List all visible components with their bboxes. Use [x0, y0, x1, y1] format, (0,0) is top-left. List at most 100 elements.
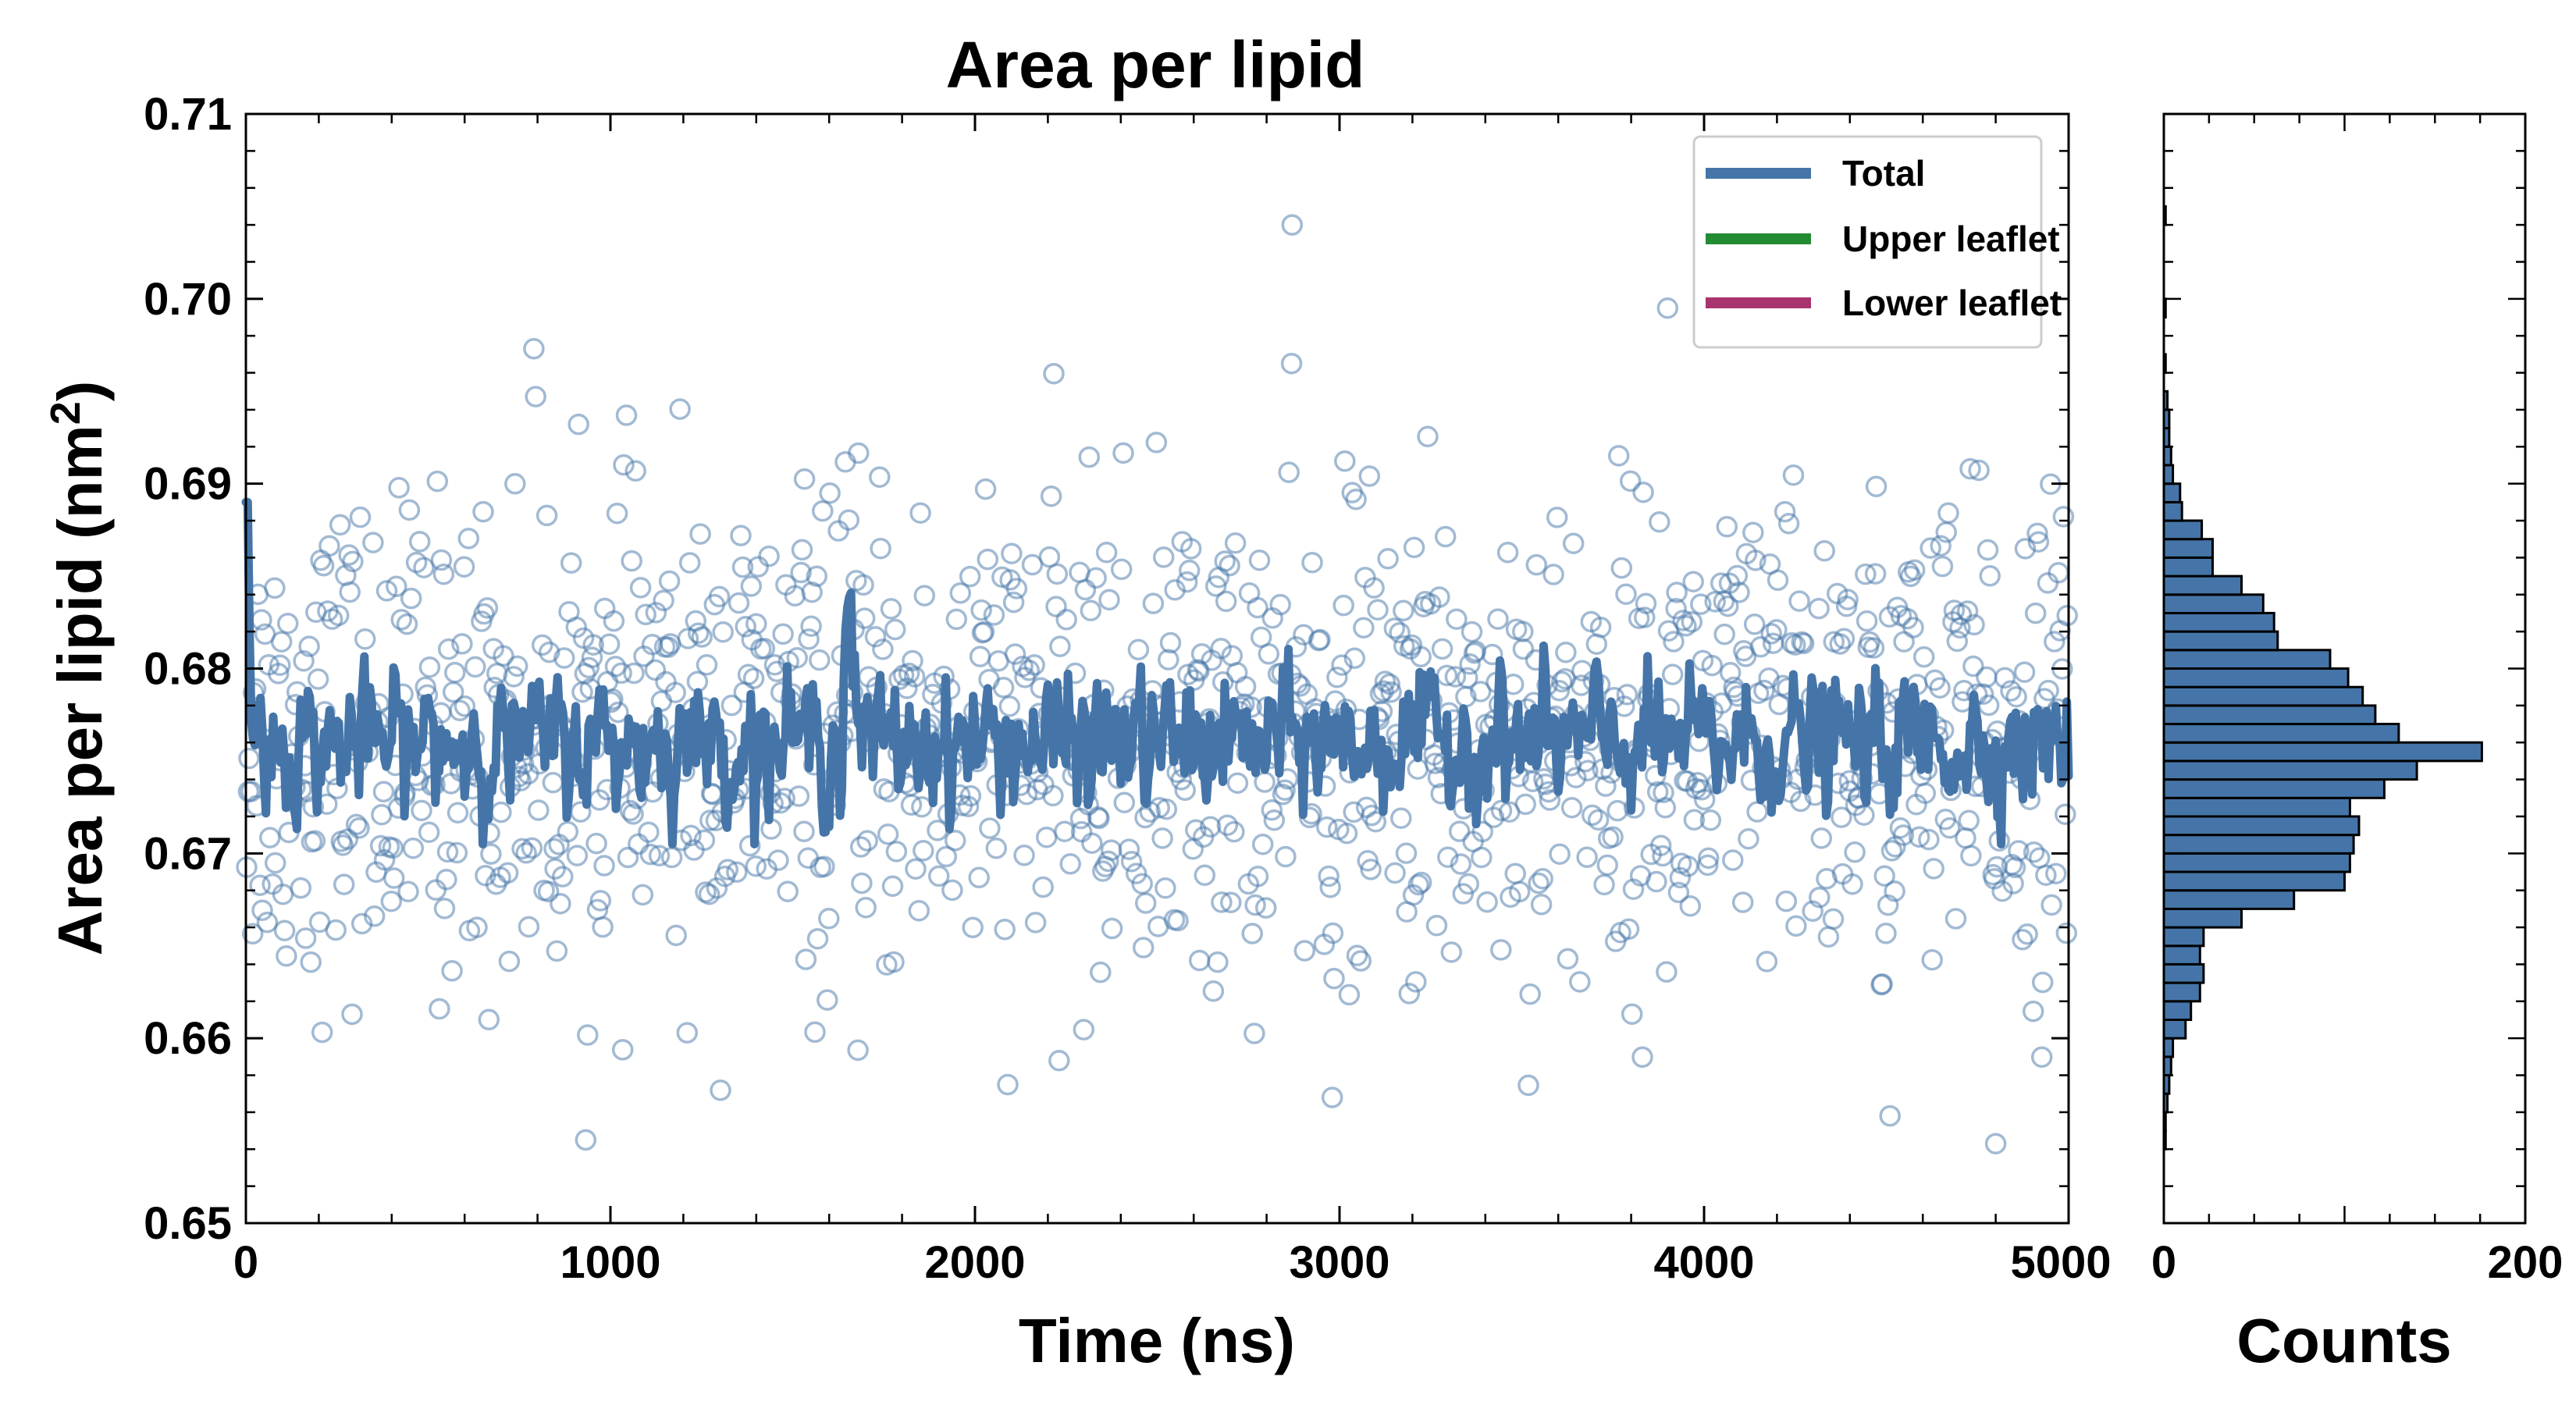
- scatter-point: [1602, 826, 1624, 848]
- scatter-point: [1753, 679, 1775, 702]
- scatter-point: [1073, 1019, 1095, 1040]
- scatter-point: [478, 1008, 500, 1031]
- scatter-point: [1244, 1023, 1265, 1044]
- scatter-point: [1829, 633, 1851, 655]
- scatter-point: [2013, 661, 2036, 683]
- scatter-point: [1132, 937, 1155, 959]
- scatter-point: [745, 613, 767, 635]
- scatter-point: [1176, 571, 1198, 593]
- scatter-point: [1743, 614, 1766, 635]
- scatter-point: [575, 1129, 597, 1151]
- scatter-point: [1021, 553, 1044, 576]
- scatter-point: [1261, 799, 1283, 821]
- scatter-point: [418, 821, 440, 843]
- scatter-point: [493, 645, 514, 667]
- scatter-point: [740, 575, 763, 597]
- scatter-point: [548, 834, 570, 855]
- scatter-point: [1345, 489, 1367, 510]
- scatter-point: [251, 899, 273, 921]
- scatter-point: [838, 509, 860, 531]
- scatter-point: [1792, 632, 1815, 655]
- histogram-bar: [2162, 741, 2483, 763]
- scatter-point: [249, 874, 271, 896]
- scatter-point: [1159, 631, 1182, 654]
- scatter-point: [650, 690, 673, 713]
- scatter-point: [560, 552, 582, 574]
- scatter-point: [1338, 984, 1361, 1006]
- scatter-point: [1055, 609, 1077, 631]
- scatter-point: [678, 552, 701, 574]
- scatter-point: [1690, 593, 1712, 615]
- scatter-point: [1512, 638, 1535, 660]
- scatter-point: [1569, 971, 1591, 993]
- scatter-point: [1244, 894, 1266, 916]
- scatter-point: [1875, 923, 1897, 944]
- y-tick-label: 0.71: [144, 89, 232, 140]
- scatter-point: [270, 631, 293, 653]
- scatter-point: [941, 879, 963, 902]
- scatter-point: [1110, 558, 1133, 581]
- scatter-point: [276, 612, 299, 635]
- scatter-point: [1873, 865, 1895, 887]
- scatter-point: [390, 609, 412, 631]
- scatter-point: [1403, 536, 1425, 559]
- scatter-point: [339, 581, 361, 603]
- scatter-point: [658, 570, 681, 592]
- scatter-point: [1735, 646, 1757, 667]
- histogram-bar: [2162, 1037, 2175, 1058]
- scatter-point: [977, 548, 999, 571]
- scatter-point: [884, 618, 906, 641]
- scatter-point: [349, 506, 372, 528]
- scatter-point: [1562, 532, 1585, 554]
- scatter-point: [518, 916, 540, 938]
- scatter-point: [1343, 647, 1366, 670]
- scatter-point: [883, 951, 905, 973]
- scatter-point: [1542, 564, 1564, 585]
- scatter-point: [610, 662, 632, 685]
- scatter-point: [1722, 849, 1744, 871]
- scatter-point: [2014, 538, 2037, 560]
- scatter-point: [693, 829, 716, 852]
- scatter-point: [2027, 531, 2050, 553]
- scatter-point: [1199, 816, 1222, 838]
- scatter-point: [1269, 593, 1291, 616]
- scatter-point: [927, 865, 950, 887]
- scatter-point: [300, 951, 322, 973]
- scatter-point: [1775, 890, 1798, 912]
- scatter-point: [1417, 425, 1439, 448]
- scatter-point: [1616, 684, 1638, 706]
- scatter-point: [267, 663, 290, 685]
- scatter-point: [2031, 971, 2054, 994]
- scatter-point: [1667, 881, 1690, 904]
- scatter-point: [363, 905, 386, 927]
- scatter-point: [418, 656, 441, 678]
- scatter-point: [1377, 548, 1399, 570]
- scatter-point: [1607, 445, 1630, 467]
- scatter-point: [2024, 602, 2047, 624]
- scatter-point: [1615, 583, 1637, 605]
- scatter-point: [1372, 680, 1394, 702]
- scatter-point: [1112, 442, 1134, 464]
- scatter-point: [677, 628, 699, 649]
- scatter-point: [983, 604, 1005, 626]
- scatter-point: [628, 833, 649, 855]
- scatter-point: [2041, 894, 2062, 916]
- scatter-point: [1152, 546, 1175, 568]
- scatter-point: [644, 659, 667, 681]
- scatter-point: [496, 862, 519, 884]
- scatter-point: [598, 633, 621, 656]
- scatter-point: [298, 635, 320, 657]
- scatter-point: [276, 945, 297, 967]
- scatter-point: [449, 699, 471, 722]
- scatter-point: [834, 451, 856, 473]
- scatter-point: [1125, 863, 1147, 884]
- scatter-point: [615, 404, 638, 426]
- chart-title: Area per lipid: [946, 28, 1365, 101]
- scatter-point: [1343, 801, 1364, 823]
- scatter-point: [1864, 563, 1887, 585]
- scatter-point: [1617, 918, 1640, 941]
- scatter-point: [2037, 572, 2059, 594]
- scatter-point: [531, 634, 553, 656]
- scatter-point: [1046, 563, 1069, 585]
- scatter-point: [1977, 694, 2000, 717]
